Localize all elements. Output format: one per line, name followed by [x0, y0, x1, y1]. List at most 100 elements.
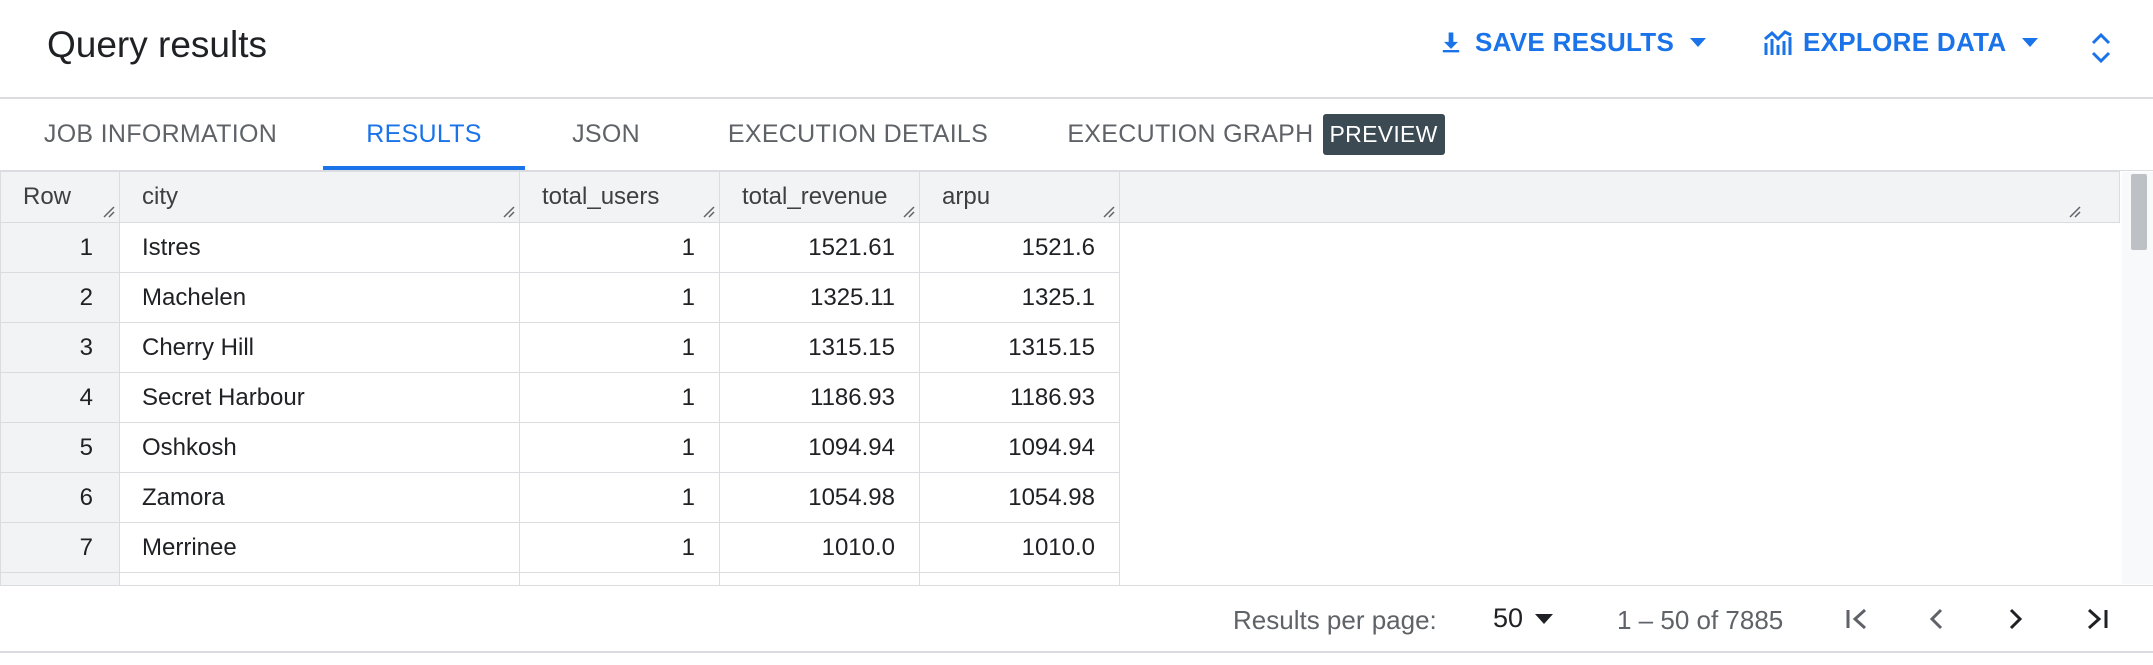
resize-handle-icon[interactable]	[101, 204, 115, 218]
arpu-cell[interactable]: 1315.15	[919, 322, 1120, 373]
total-users-cell[interactable]: 1	[519, 222, 720, 273]
row-number-cell: 4	[0, 372, 120, 423]
row-number-cell: 7	[0, 522, 120, 573]
resize-handle-icon[interactable]	[2067, 204, 2081, 218]
chart-icon	[1763, 29, 1793, 57]
preview-badge: PREVIEW	[1322, 114, 1445, 155]
tab-job-information[interactable]: JOB INFORMATION	[20, 99, 301, 170]
total-users-cell[interactable]: 1	[519, 472, 720, 523]
arpu-cell[interactable]: 1186.93	[919, 372, 1120, 423]
arpu-cell[interactable]: 1094.94	[919, 422, 1120, 473]
table-row: 2 Machelen 1 1325.11 1325.1	[0, 272, 2120, 323]
tab-json[interactable]: JSON	[547, 99, 665, 170]
table-row: 1 Istres 1 1521.61 1521.6	[0, 222, 2120, 273]
pagination-footer: Results per page: 50 1 – 50 of 7885	[0, 585, 2153, 653]
city-cell[interactable]: Zamora	[119, 472, 520, 523]
resize-handle-icon[interactable]	[901, 204, 915, 218]
empty-cell	[1119, 322, 2120, 373]
row-number-cell: 5	[0, 422, 120, 473]
column-header-filler	[1119, 171, 2120, 223]
total-revenue-cell[interactable]: 1325.11	[719, 272, 920, 323]
city-cell[interactable]: Oshkosh	[119, 422, 520, 473]
total-revenue-cell[interactable]: 1186.93	[719, 372, 920, 423]
save-results-button[interactable]: SAVE RESULTS	[1437, 27, 1707, 58]
row-number-cell: 2	[0, 272, 120, 323]
total-users-cell[interactable]: 1	[519, 272, 720, 323]
explore-data-label: EXPLORE DATA	[1803, 27, 2007, 57]
tab-label: JOB INFORMATION	[43, 120, 278, 148]
empty-cell	[1119, 272, 2120, 323]
total-revenue-cell[interactable]: 1315.15	[719, 322, 920, 373]
table-header-row: Row city total_users total_revenue arpu	[0, 171, 2120, 223]
tab-label: RESULTS	[366, 120, 482, 148]
results-grid: Row city total_users total_revenue arpu …	[0, 170, 2153, 586]
pagination-range: 1 – 50 of 7885	[1617, 605, 1784, 635]
arpu-cell[interactable]: 1010.0	[919, 522, 1120, 573]
column-header-total-users[interactable]: total_users	[519, 171, 720, 223]
last-page-button[interactable]	[2080, 602, 2114, 641]
city-cell[interactable]: Merrinee	[119, 522, 520, 573]
city-cell[interactable]: Istres	[119, 222, 520, 273]
chevron-down-icon	[1690, 37, 1707, 48]
city-cell[interactable]: Cherry Hill	[119, 322, 520, 373]
results-per-page-select[interactable]: 50	[1493, 603, 1554, 634]
arpu-cell[interactable]: 1054.98	[919, 472, 1120, 523]
resize-handle-icon[interactable]	[501, 204, 515, 218]
total-revenue-cell[interactable]	[719, 572, 920, 586]
next-page-button[interactable]	[1998, 602, 2032, 641]
column-header-row[interactable]: Row	[0, 171, 120, 223]
total-revenue-cell[interactable]: 1054.98	[719, 472, 920, 523]
tab-results[interactable]: RESULTS	[323, 99, 525, 170]
table-row: 3 Cherry Hill 1 1315.15 1315.15	[0, 322, 2120, 373]
arpu-cell[interactable]	[919, 572, 1120, 586]
empty-cell	[1119, 222, 2120, 273]
tab-label: JSON	[572, 120, 640, 148]
total-revenue-cell[interactable]: 1094.94	[719, 422, 920, 473]
row-number-cell: 6	[0, 472, 120, 523]
resize-handle-icon[interactable]	[1101, 204, 1115, 218]
arpu-cell[interactable]: 1521.6	[919, 222, 1120, 273]
city-cell[interactable]: Secret Harbour	[119, 372, 520, 423]
tab-execution-graph[interactable]: EXECUTION GRAPH PREVIEW	[1066, 99, 1446, 170]
first-page-icon	[1846, 608, 1867, 630]
total-users-cell[interactable]	[519, 572, 720, 586]
table-row: 5 Oshkosh 1 1094.94 1094.94	[0, 422, 2120, 473]
save-results-label: SAVE RESULTS	[1475, 27, 1675, 57]
city-cell[interactable]: Machelen	[119, 272, 520, 323]
table-row: 4 Secret Harbour 1 1186.93 1186.93	[0, 372, 2120, 423]
table-row: 7 Merrinee 1 1010.0 1010.0	[0, 522, 2120, 573]
tab-label: EXECUTION GRAPH	[1067, 120, 1314, 148]
tab-execution-details[interactable]: EXECUTION DETAILS	[712, 99, 1004, 170]
row-number-cell: 3	[0, 322, 120, 373]
download-icon	[1437, 29, 1465, 57]
vertical-scrollbar[interactable]	[2122, 172, 2153, 584]
previous-page-button[interactable]	[1920, 602, 1954, 641]
resize-handle-icon[interactable]	[701, 204, 715, 218]
scrollbar-thumb[interactable]	[2131, 174, 2147, 250]
results-per-page-value: 50	[1493, 603, 1524, 633]
last-page-icon	[2087, 608, 2108, 630]
city-cell[interactable]	[119, 572, 520, 586]
total-revenue-cell[interactable]: 1010.0	[719, 522, 920, 573]
expand-collapse-icon[interactable]	[2084, 28, 2118, 73]
arpu-cell[interactable]: 1325.1	[919, 272, 1120, 323]
empty-cell	[1119, 522, 2120, 573]
column-header-city[interactable]: city	[119, 171, 520, 223]
results-tabs: JOB INFORMATION RESULTS JSON EXECUTION D…	[0, 99, 2153, 170]
total-users-cell[interactable]: 1	[519, 372, 720, 423]
row-number-cell: 1	[0, 222, 120, 273]
column-header-label: total_revenue	[742, 183, 888, 210]
total-users-cell[interactable]: 1	[519, 322, 720, 373]
chevron-right-icon	[2009, 608, 2023, 630]
first-page-button[interactable]	[1840, 602, 1874, 641]
total-users-cell[interactable]: 1	[519, 422, 720, 473]
page-title: Query results	[47, 24, 268, 65]
table-row: 6 Zamora 1 1054.98 1054.98	[0, 472, 2120, 523]
column-header-total-revenue[interactable]: total_revenue	[719, 171, 920, 223]
explore-data-button[interactable]: EXPLORE DATA	[1763, 27, 2039, 58]
results-per-page-label: Results per page:	[1233, 605, 1437, 635]
total-users-cell[interactable]: 1	[519, 522, 720, 573]
chevron-left-icon	[1929, 608, 1943, 630]
column-header-arpu[interactable]: arpu	[919, 171, 1120, 223]
total-revenue-cell[interactable]: 1521.61	[719, 222, 920, 273]
